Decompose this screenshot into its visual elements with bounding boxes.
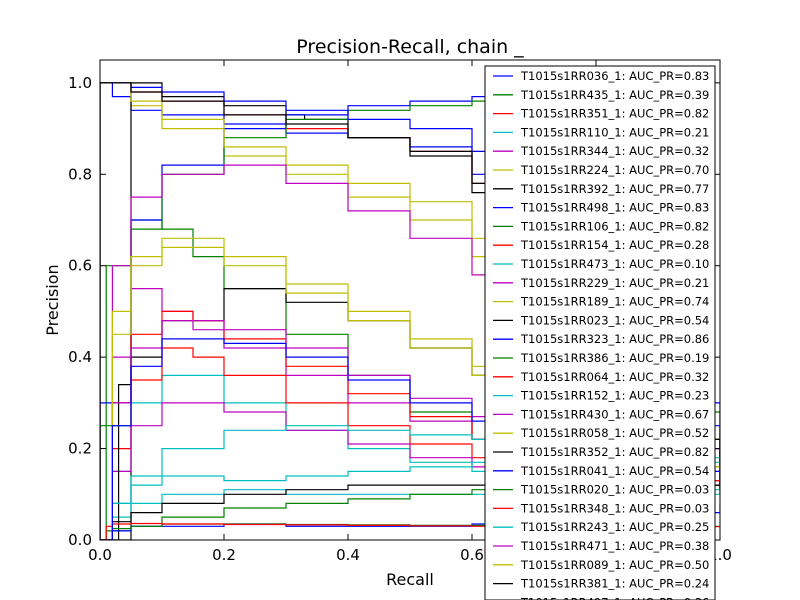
legend-entry: T1015s1RR323_1: AUC_PR=0.86 — [520, 332, 709, 346]
x-tick-label: 0.4 — [336, 546, 360, 564]
y-tick-label: 0.0 — [68, 531, 92, 549]
x-tick-label: 0.6 — [460, 546, 484, 564]
legend-entry: T1015s1RR189_1: AUC_PR=0.74 — [520, 295, 709, 309]
legend-entry: T1015s1RR106_1: AUC_PR=0.82 — [520, 219, 709, 233]
legend-entry: T1015s1RR058_1: AUC_PR=0.52 — [520, 426, 709, 440]
y-axis-label: Precision — [43, 264, 62, 335]
x-tick-label: 0.2 — [212, 546, 236, 564]
legend-entry: T1015s1RR386_1: AUC_PR=0.19 — [520, 351, 709, 365]
legend-entry: T1015s1RR023_1: AUC_PR=0.54 — [520, 313, 709, 327]
legend-entry: T1015s1RR473_1: AUC_PR=0.10 — [520, 257, 709, 271]
legend-entry: T1015s1RR229_1: AUC_PR=0.21 — [520, 276, 709, 290]
y-tick-label: 1.0 — [68, 74, 92, 92]
legend-entry: T1015s1RR036_1: AUC_PR=0.83 — [520, 69, 709, 83]
legend-entry: T1015s1RR064_1: AUC_PR=0.32 — [520, 370, 709, 384]
plot-frame — [99, 59, 721, 541]
legend-entry: T1015s1RR497_1: AUC_PR=0.36 — [520, 595, 709, 600]
y-tick-label: 0.2 — [68, 440, 92, 458]
legend-entry: T1015s1RR020_1: AUC_PR=0.03 — [520, 483, 709, 497]
y-tick-label: 0.4 — [68, 348, 92, 366]
legend-entry: T1015s1RR154_1: AUC_PR=0.28 — [520, 238, 709, 252]
legend-entry: T1015s1RR344_1: AUC_PR=0.32 — [520, 144, 709, 158]
legend-entry: T1015s1RR041_1: AUC_PR=0.54 — [520, 464, 709, 478]
legend: T1015s1RR036_1: AUC_PR=0.83 T1015s1RR435_… — [484, 65, 716, 600]
legend-entry: T1015s1RR498_1: AUC_PR=0.83 — [520, 201, 709, 215]
legend-entry: T1015s1RR351_1: AUC_PR=0.82 — [520, 107, 709, 121]
legend-entry: T1015s1RR392_1: AUC_PR=0.77 — [520, 182, 709, 196]
legend-entry: T1015s1RR243_1: AUC_PR=0.25 — [520, 520, 709, 534]
legend-entry: T1015s1RR430_1: AUC_PR=0.67 — [520, 407, 709, 421]
legend-entry: T1015s1RR110_1: AUC_PR=0.21 — [520, 125, 709, 139]
legend-box — [484, 65, 716, 600]
x-tick-label: 0.0 — [88, 546, 112, 564]
legend-entry: T1015s1RR089_1: AUC_PR=0.50 — [520, 558, 709, 572]
legend-entry: T1015s1RR352_1: AUC_PR=0.82 — [520, 445, 709, 459]
x-axis-label: Recall — [386, 570, 434, 589]
y-tick-label: 0.8 — [68, 165, 92, 183]
y-axis-ticks: 0.0 0.2 0.4 0.6 0.8 1.0 — [68, 74, 720, 549]
chart-title: Precision-Recall, chain _ — [296, 36, 524, 58]
legend-entry: T1015s1RR471_1: AUC_PR=0.38 — [520, 539, 709, 553]
legend-entry: T1015s1RR224_1: AUC_PR=0.70 — [520, 163, 709, 177]
legend-entry: T1015s1RR435_1: AUC_PR=0.39 — [520, 88, 709, 102]
legend-entry: T1015s1RR381_1: AUC_PR=0.24 — [520, 577, 709, 591]
y-tick-label: 0.6 — [68, 257, 92, 275]
legend-entry: T1015s1RR152_1: AUC_PR=0.23 — [520, 389, 709, 403]
legend-entry: T1015s1RR348_1: AUC_PR=0.03 — [520, 501, 709, 515]
